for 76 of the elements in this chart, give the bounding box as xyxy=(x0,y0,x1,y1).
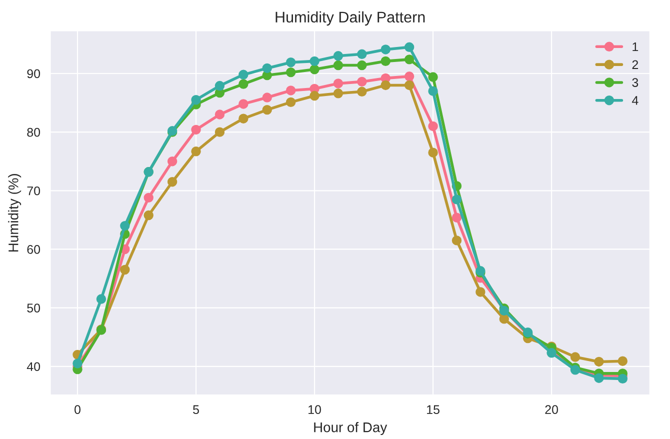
x-tick-label: 10 xyxy=(308,405,321,414)
point xyxy=(380,44,390,54)
point xyxy=(404,80,414,90)
point xyxy=(476,287,486,297)
point xyxy=(618,356,628,366)
y-tick-label: 90 xyxy=(27,69,40,78)
y-tick-label: 50 xyxy=(27,304,40,312)
x-axis-title: Hour of Day xyxy=(314,422,388,435)
point xyxy=(214,110,225,120)
x-tick-label: 5 xyxy=(193,405,199,414)
point xyxy=(310,64,320,74)
point xyxy=(333,51,344,61)
point xyxy=(238,99,248,109)
point xyxy=(167,177,178,187)
point xyxy=(167,156,178,166)
chart-title: Humidity Daily Pattern xyxy=(276,11,425,26)
legend-label: 1 xyxy=(632,42,638,52)
legend-label: 3 xyxy=(632,78,638,87)
legend-label: 4 xyxy=(632,96,638,105)
point xyxy=(357,60,367,70)
point xyxy=(380,56,390,66)
point xyxy=(452,194,462,204)
point xyxy=(546,348,556,358)
point xyxy=(404,42,414,52)
x-tick-label: 0 xyxy=(74,405,80,414)
point xyxy=(380,80,390,90)
point xyxy=(214,127,225,137)
point xyxy=(262,104,272,115)
point xyxy=(310,90,320,101)
point xyxy=(286,58,296,68)
y-tick-label: 70 xyxy=(27,186,40,196)
point xyxy=(286,97,296,108)
x-tick-label: 20 xyxy=(545,405,558,414)
x-tick-label: 15 xyxy=(427,405,440,414)
point xyxy=(428,86,438,96)
point xyxy=(191,146,201,156)
point xyxy=(333,78,344,88)
point xyxy=(357,49,367,60)
point xyxy=(428,121,438,132)
point xyxy=(238,70,248,80)
point xyxy=(452,236,462,246)
point xyxy=(191,124,201,135)
point xyxy=(286,86,296,96)
point xyxy=(262,92,272,102)
point xyxy=(452,212,462,222)
point xyxy=(594,373,604,383)
point xyxy=(286,67,296,78)
point xyxy=(214,80,225,91)
point xyxy=(404,54,414,64)
point xyxy=(72,358,82,368)
point xyxy=(499,314,509,324)
point xyxy=(262,63,272,74)
point xyxy=(428,72,438,82)
point xyxy=(144,210,154,220)
point xyxy=(357,86,367,97)
point xyxy=(357,76,367,87)
point xyxy=(191,94,201,105)
legend-label: 2 xyxy=(632,60,638,69)
point xyxy=(238,114,248,124)
point xyxy=(120,264,130,275)
point xyxy=(310,56,320,66)
y-tick-label: 40 xyxy=(26,362,40,372)
point xyxy=(96,294,106,304)
point xyxy=(570,352,580,362)
point xyxy=(333,60,344,70)
point xyxy=(238,79,248,89)
point xyxy=(120,220,130,231)
point xyxy=(594,356,604,367)
point xyxy=(144,192,154,203)
point xyxy=(333,88,344,98)
y-tick-label: 60 xyxy=(27,245,40,254)
point xyxy=(404,72,414,82)
y-axis-title: Humidity (%) xyxy=(8,174,22,252)
point xyxy=(428,148,438,158)
y-tick-label: 80 xyxy=(27,128,40,137)
point xyxy=(618,374,628,384)
